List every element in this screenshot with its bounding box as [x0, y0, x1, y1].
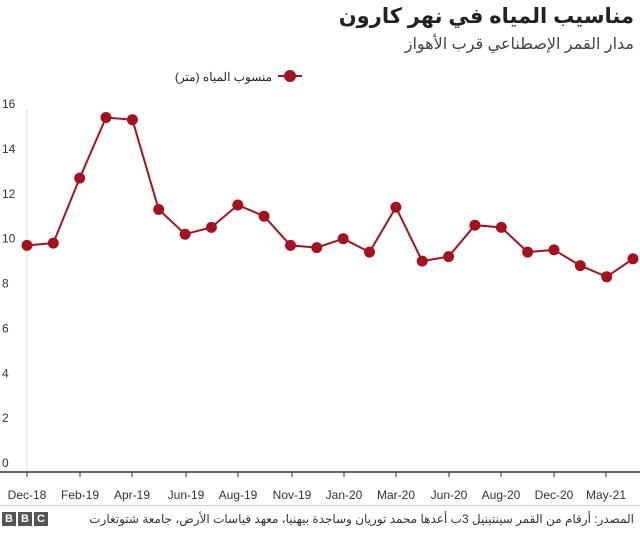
chart-title: مناسيب المياه في نهر كارون — [338, 5, 634, 28]
source-note: المصدر: أرقام من القمر سينتينيل 3ب أعدها… — [89, 512, 634, 526]
data-point — [574, 260, 586, 272]
x-tick-label: Feb-19 — [61, 488, 99, 502]
data-point — [74, 172, 86, 184]
data-point — [522, 246, 534, 258]
y-tick-label: 10 — [2, 232, 16, 246]
data-point — [179, 228, 191, 240]
x-tick-label: Jun-20 — [431, 488, 468, 502]
legend: منسوب المياه (متر) — [175, 70, 302, 84]
logo-letter: B — [2, 512, 16, 526]
data-point — [337, 233, 349, 245]
data-point — [153, 204, 165, 215]
data-point — [390, 201, 402, 213]
series-water-level — [21, 112, 639, 283]
bbc-logo: B B C — [2, 512, 48, 526]
y-tick-label: 4 — [2, 366, 9, 380]
series-line — [26, 116, 634, 278]
x-tick-label: Aug-19 — [219, 488, 258, 502]
legend-label: منسوب المياه (متر) — [175, 70, 272, 84]
data-point — [21, 239, 33, 251]
data-point — [548, 244, 560, 256]
data-point — [416, 255, 428, 267]
data-point — [47, 237, 59, 249]
data-point — [443, 251, 455, 263]
logo-letter: B — [18, 512, 32, 526]
data-point — [364, 246, 375, 258]
x-tick-label: Apr-19 — [114, 488, 150, 502]
data-point — [126, 114, 138, 126]
line-chart: منسوب المياه (متر) 0 2 4 6 8 10 12 14 16 Dec-18 F… — [0, 70, 640, 502]
x-tick-label: Dec-20 — [535, 488, 574, 502]
y-tick-label: 6 — [2, 321, 9, 335]
data-point — [601, 271, 613, 283]
data-point — [285, 239, 296, 251]
x-tick-label: Jun-19 — [168, 488, 205, 502]
logo-letter: C — [34, 512, 48, 526]
x-tick-label: May-21 — [586, 488, 626, 502]
y-tick-label: 0 — [2, 456, 9, 470]
data-point — [627, 253, 639, 265]
data-point — [258, 210, 270, 222]
y-tick-label: 8 — [2, 277, 9, 291]
x-tick-label: Aug-20 — [482, 488, 521, 502]
data-point — [469, 219, 481, 231]
y-tick-label: 16 — [2, 97, 16, 111]
y-tick-label: 2 — [2, 411, 9, 425]
data-point — [100, 112, 112, 123]
y-tick-label: 14 — [2, 142, 16, 156]
legend-marker-swatch — [284, 70, 296, 82]
chart-subtitle: مدار القمر الإصطناعي قرب الأهواز — [404, 36, 634, 53]
x-tick-label: Dec-18 — [8, 488, 47, 502]
data-point — [311, 242, 323, 254]
y-axis: 0 2 4 6 8 10 12 14 16 — [2, 97, 28, 472]
footer-divider — [0, 505, 640, 506]
data-point — [495, 221, 507, 233]
x-tick-label: Nov-19 — [273, 488, 312, 502]
x-tick-label: Jan-20 — [326, 488, 363, 502]
data-point — [205, 221, 217, 233]
data-point — [232, 199, 244, 211]
x-axis: Dec-18 Feb-19 Apr-19 Jun-19 Aug-19 Nov-19 Jan-… — [0, 471, 640, 502]
y-tick-label: 12 — [2, 187, 16, 201]
x-tick-label: Mar-20 — [377, 488, 415, 502]
